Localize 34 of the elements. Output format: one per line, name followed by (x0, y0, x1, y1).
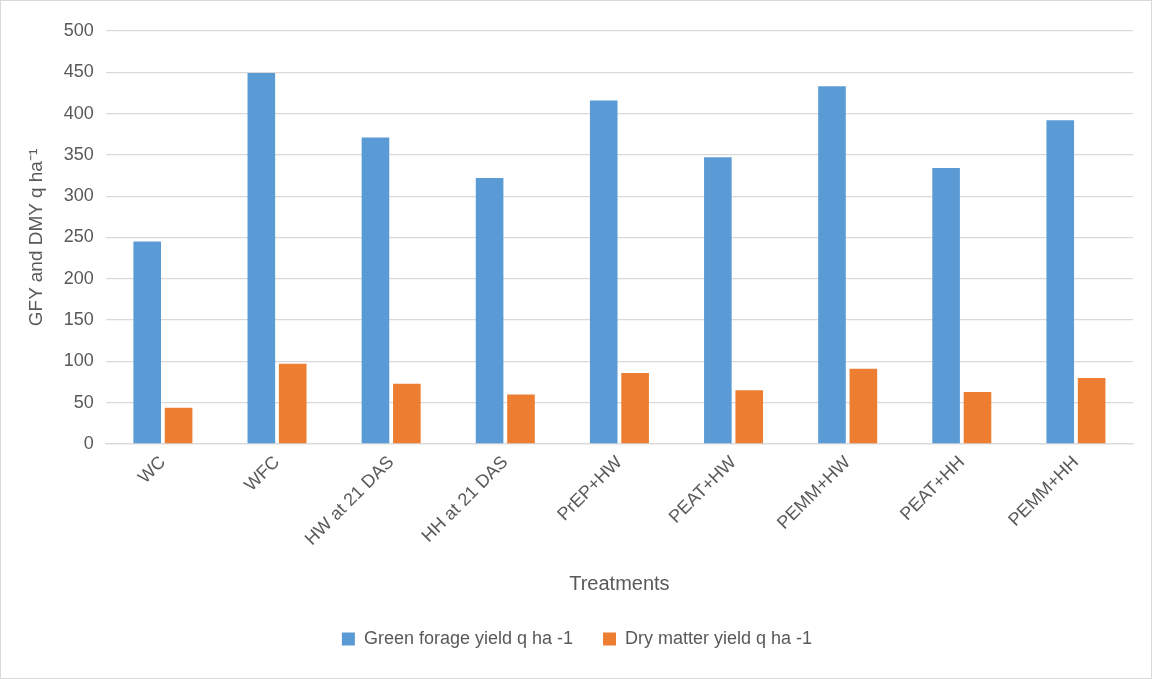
y-tick-label: 400 (63, 102, 94, 123)
bar (507, 394, 535, 444)
bar (133, 241, 162, 444)
y-tick-label: 50 (73, 391, 94, 412)
legend-label: Dry matter yield q ha -1 (625, 627, 813, 648)
bar (1046, 120, 1075, 444)
y-tick-label: 250 (63, 226, 94, 247)
bar (818, 86, 846, 444)
bar (475, 178, 504, 444)
bar (1077, 377, 1106, 444)
bar (589, 100, 618, 444)
y-tick-label: 150 (63, 309, 94, 330)
legend-label: Green forage yield q ha -1 (363, 627, 574, 648)
y-tick-label: 100 (63, 350, 94, 371)
bar (963, 391, 992, 444)
bar (704, 157, 732, 444)
bar (621, 372, 649, 444)
y-tick-label: 300 (63, 185, 94, 206)
bar (278, 363, 307, 444)
bar (164, 407, 193, 444)
x-tick-label: WC (133, 451, 170, 488)
y-tick-label: 200 (63, 267, 94, 288)
y-tick-label: 350 (63, 143, 94, 164)
y-axis-title: GFY and DMY q ha⁻¹ (24, 148, 46, 327)
bar (849, 368, 878, 444)
bar (361, 137, 390, 444)
bar (247, 73, 276, 444)
bar (735, 390, 764, 444)
bar (393, 383, 421, 444)
x-axis-title: Treatments (569, 571, 670, 594)
y-tick-label: 450 (63, 61, 94, 82)
y-tick-label: 0 (83, 432, 94, 453)
y-tick-label: 500 (63, 19, 94, 40)
bar (932, 168, 960, 444)
